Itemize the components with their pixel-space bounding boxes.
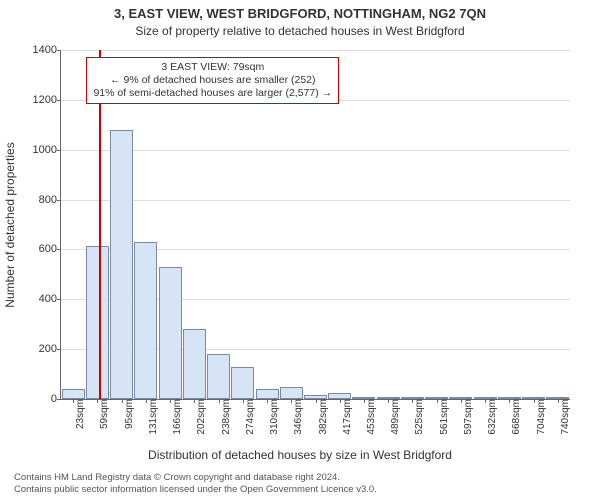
x-tick-label: 417sqm (340, 399, 353, 435)
x-tick-label: 489sqm (388, 399, 401, 435)
histogram-bar (280, 387, 303, 399)
annotation-line: ← 9% of detached houses are smaller (252… (93, 74, 332, 87)
x-axis-title: Distribution of detached houses by size … (0, 448, 600, 462)
attribution-footer: Contains HM Land Registry data © Crown c… (14, 472, 377, 496)
x-tick-label: 453sqm (364, 399, 377, 435)
y-tick-label: 200 (39, 343, 61, 355)
annotation-line: 3 EAST VIEW: 79sqm (93, 61, 332, 74)
annotation-line: 91% of semi-detached houses are larger (… (93, 87, 332, 100)
gridline (61, 150, 570, 151)
x-tick-label: 131sqm (146, 399, 159, 435)
gridline (61, 200, 570, 201)
y-tick-label: 1400 (33, 44, 61, 56)
x-tick-label: 274sqm (243, 399, 256, 435)
histogram-bar (183, 329, 206, 399)
histogram-bar (159, 267, 182, 399)
gridline (61, 50, 570, 51)
y-tick-label: 1200 (33, 94, 61, 106)
x-tick-label: 597sqm (461, 399, 474, 435)
chart-title: 3, EAST VIEW, WEST BRIDGFORD, NOTTINGHAM… (0, 0, 600, 22)
y-tick-label: 600 (39, 243, 61, 255)
histogram-bar (256, 389, 279, 399)
histogram-bar (231, 367, 254, 399)
x-tick-label: 238sqm (219, 399, 232, 435)
histogram-bar (134, 242, 157, 399)
chart-subtitle: Size of property relative to detached ho… (0, 22, 600, 38)
x-tick-label: 202sqm (194, 399, 207, 435)
x-tick-label: 740sqm (558, 399, 571, 435)
y-tick-label: 0 (51, 393, 61, 405)
x-tick-label: 382sqm (316, 399, 329, 435)
x-tick-label: 704sqm (534, 399, 547, 435)
chart-container: 3, EAST VIEW, WEST BRIDGFORD, NOTTINGHAM… (0, 0, 600, 500)
histogram-bar (62, 389, 85, 399)
x-tick-label: 166sqm (170, 399, 183, 435)
x-tick-label: 525sqm (412, 399, 425, 435)
x-tick-label: 59sqm (97, 399, 110, 429)
y-axis-title: Number of detached properties (3, 142, 17, 307)
x-tick-label: 632sqm (485, 399, 498, 435)
x-tick-label: 346sqm (291, 399, 304, 435)
footer-line-2: Contains public sector information licen… (14, 484, 377, 496)
x-tick-label: 23sqm (73, 399, 86, 429)
plot-area: 020040060080010001200140023sqm59sqm95sqm… (60, 50, 570, 400)
x-tick-label: 561sqm (437, 399, 450, 435)
annotation-box: 3 EAST VIEW: 79sqm← 9% of detached house… (86, 57, 339, 104)
histogram-bar (110, 130, 133, 399)
histogram-bar (86, 246, 109, 399)
x-tick-label: 95sqm (122, 399, 135, 429)
histogram-bar (207, 354, 230, 399)
footer-line-1: Contains HM Land Registry data © Crown c… (14, 472, 377, 484)
x-tick-label: 668sqm (509, 399, 522, 435)
y-tick-label: 800 (39, 194, 61, 206)
y-tick-label: 400 (39, 293, 61, 305)
x-tick-label: 310sqm (267, 399, 280, 435)
y-tick-label: 1000 (33, 144, 61, 156)
